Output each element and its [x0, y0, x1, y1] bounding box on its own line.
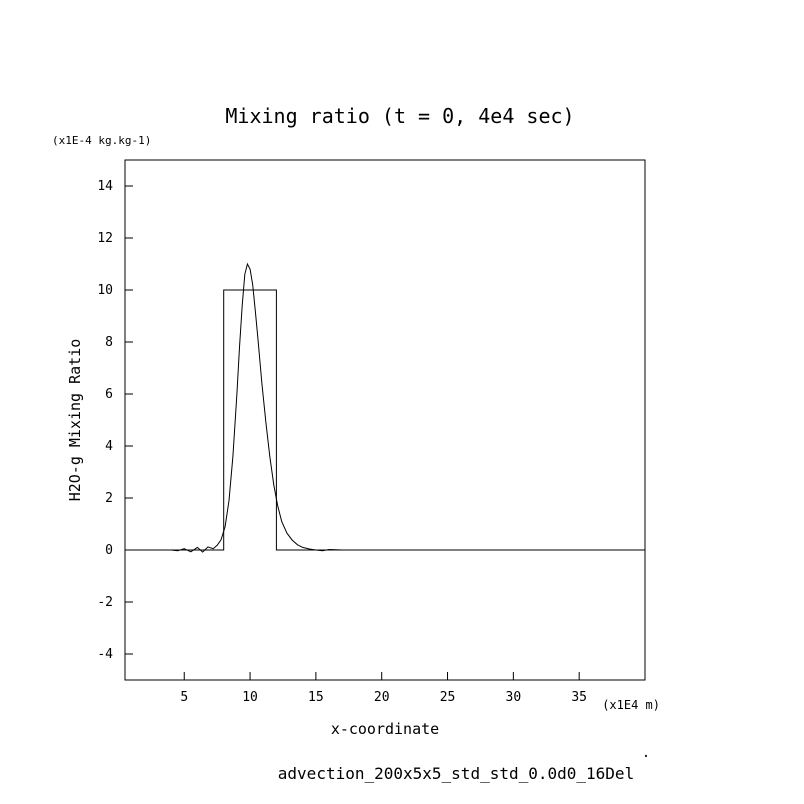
y-tick-label: 12	[97, 231, 113, 246]
x-tick-label: 5	[180, 690, 188, 705]
x-tick-label: 20	[374, 690, 390, 705]
footer-dot: .	[642, 745, 650, 761]
plot-frame	[124, 159, 646, 681]
y-axis-units-label: (x1E-4 kg.kg-1)	[52, 134, 151, 147]
x-tick-label: 25	[440, 690, 456, 705]
y-tick-label: 2	[105, 491, 113, 506]
axes: 5 10 15 20 25 30 35 -4 -2 0 2 4 6 8 10 12 14	[97, 159, 646, 705]
y-tick-label: 4	[105, 439, 113, 454]
x-axis-title: x-coordinate	[331, 720, 439, 738]
x-tick-label: 35	[571, 690, 587, 705]
y-tick-label: -2	[97, 595, 113, 610]
y-tick-label: 6	[105, 387, 113, 402]
x-tick-label: 10	[242, 690, 258, 705]
y-tick-label: 0	[105, 543, 113, 558]
y-axis-title: H2O-g Mixing Ratio	[66, 339, 84, 502]
x-tick-label: 15	[308, 690, 324, 705]
x-tick-label: 30	[506, 690, 522, 705]
x-axis-units-label: (x1E4 m)	[602, 698, 660, 712]
y-tick-label: 14	[97, 179, 113, 194]
y-tick-label: 10	[97, 283, 113, 298]
series-line-0	[125, 289, 645, 551]
footer-caption: advection_200x5x5_std_std_0.0d0_16Del	[278, 764, 634, 783]
series-line-1	[125, 262, 645, 553]
plot-series	[125, 262, 645, 553]
y-tick-label: 8	[105, 335, 113, 350]
chart-title: Mixing ratio (t = 0, 4e4 sec)	[225, 104, 574, 128]
y-tick-label: -4	[97, 647, 113, 662]
